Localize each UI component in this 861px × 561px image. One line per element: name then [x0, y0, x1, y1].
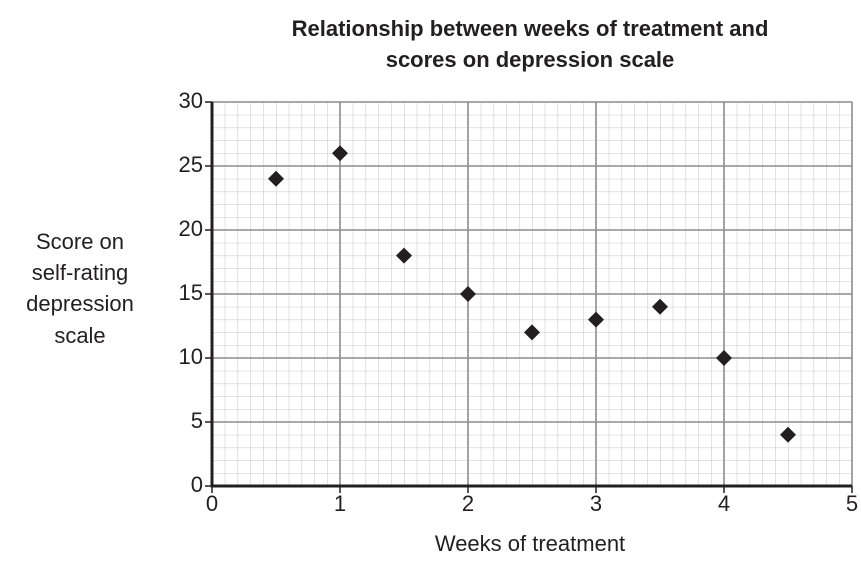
y-tick-label: 15: [179, 280, 203, 305]
point: [396, 247, 412, 264]
x-tick-label: 2: [462, 491, 474, 516]
point: [780, 426, 796, 443]
y-tick-label: 0: [191, 472, 203, 497]
y-tick-label: 20: [179, 216, 203, 241]
y-axis-label: self-rating: [32, 260, 129, 285]
point: [588, 311, 604, 328]
y-tick-label: 30: [179, 88, 203, 113]
point: [268, 170, 284, 187]
y-axis-label: depression: [26, 291, 134, 316]
x-axis-label: Weeks of treatment: [435, 531, 625, 556]
x-tick-label: 5: [846, 491, 858, 516]
x-tick-label: 3: [590, 491, 602, 516]
point: [716, 350, 732, 366]
y-tick-label: 10: [179, 344, 203, 369]
point: [524, 324, 540, 341]
y-axis-label: Score on: [36, 229, 124, 254]
point: [460, 286, 476, 302]
chart-title: scores on depression scale: [386, 47, 675, 72]
x-tick-label: 1: [334, 491, 346, 516]
x-tick-label: 0: [206, 491, 218, 516]
y-tick-label: 25: [179, 152, 203, 177]
chart-title: Relationship between weeks of treatment …: [292, 16, 769, 41]
point: [332, 145, 348, 162]
point: [652, 298, 668, 315]
y-tick-label: 5: [191, 408, 203, 433]
x-tick-label: 4: [718, 491, 730, 516]
y-axis-label: scale: [54, 323, 105, 348]
